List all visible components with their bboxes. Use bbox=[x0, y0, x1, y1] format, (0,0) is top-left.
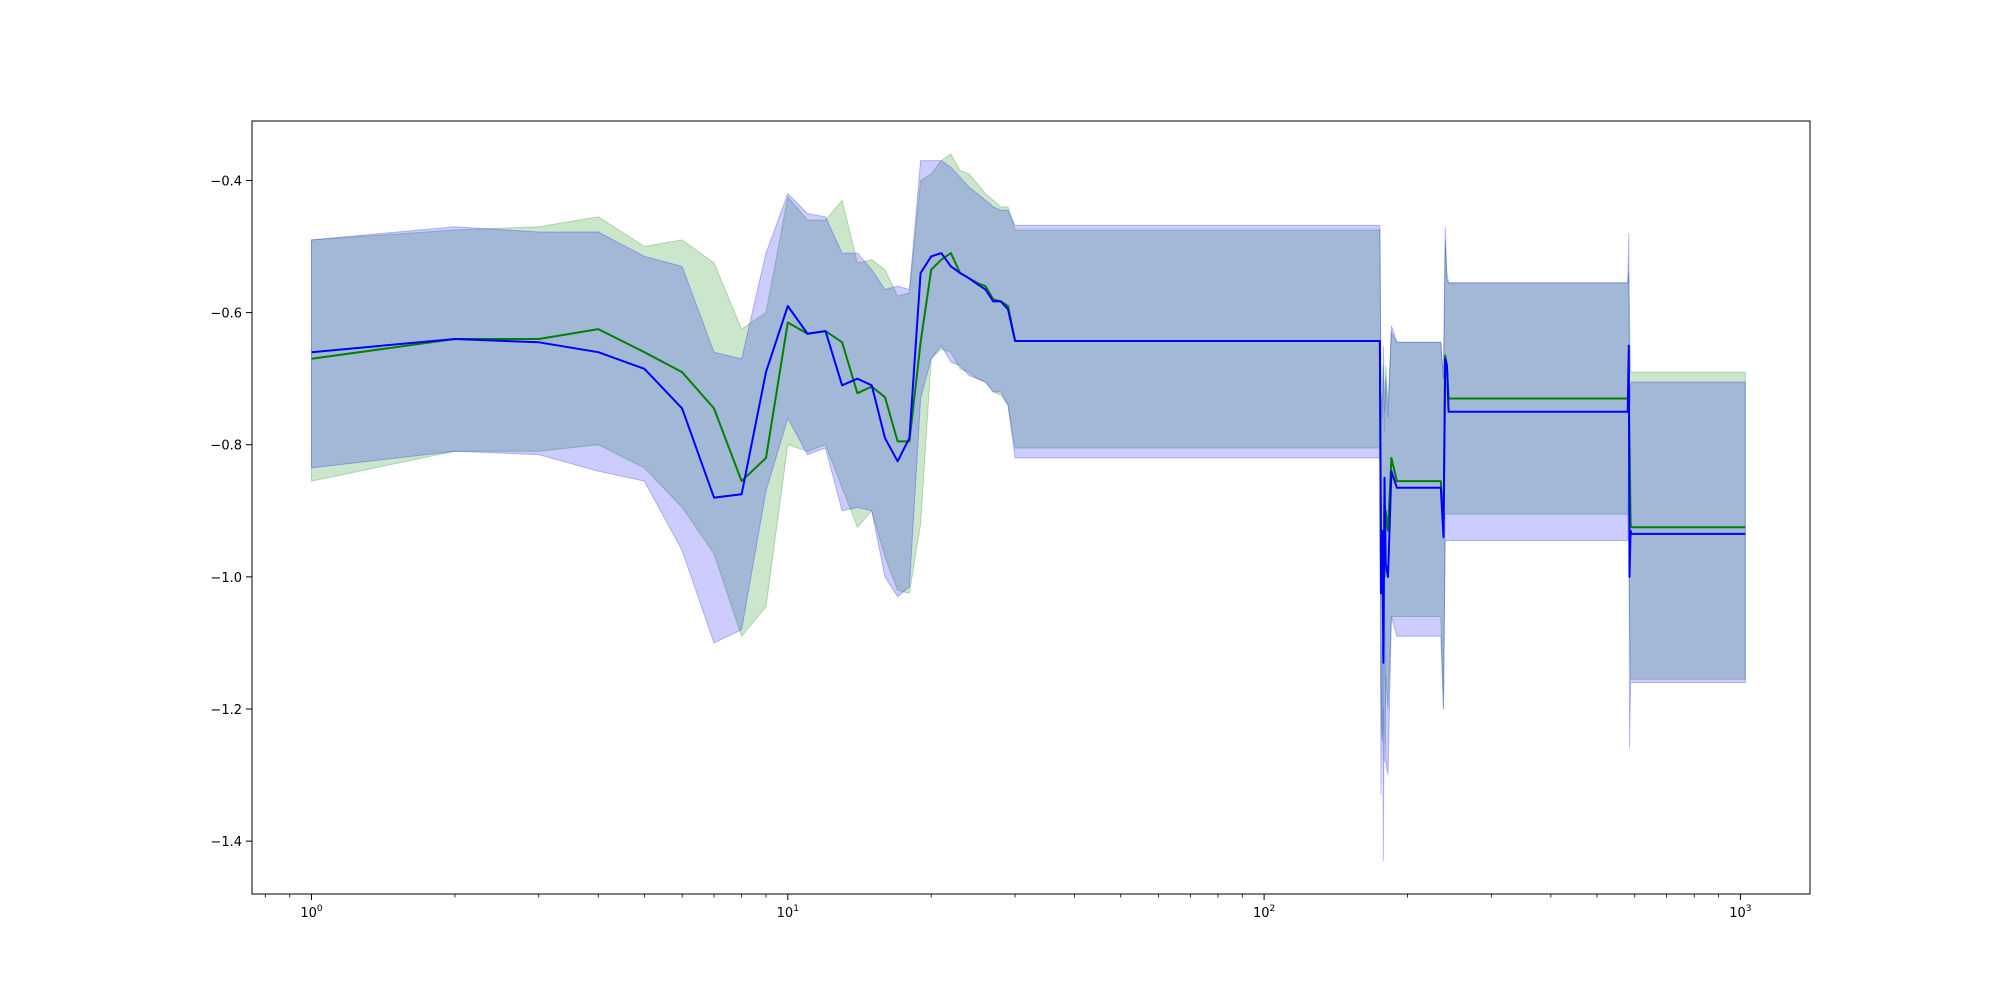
series-2-band bbox=[311, 160, 1746, 862]
y-tick-label: −0.4 bbox=[210, 174, 242, 189]
y-axis: −0.4 −0.6 −0.8 −1.0 −1.2 −1.4 bbox=[210, 174, 252, 850]
confidence-bands bbox=[311, 153, 1746, 862]
x-tick-label: 101 bbox=[777, 904, 799, 921]
y-tick-label: −1.4 bbox=[210, 835, 242, 850]
x-axis: 100 101 102 103 bbox=[264, 894, 1752, 921]
series-1-band bbox=[311, 153, 1746, 762]
x-tick-label: 103 bbox=[1729, 904, 1751, 921]
y-tick-label: −0.6 bbox=[210, 307, 242, 322]
x-tick-label: 100 bbox=[300, 904, 323, 921]
plot-frame bbox=[251, 120, 1811, 895]
x-tick-label: 102 bbox=[1253, 904, 1275, 921]
series-2-line bbox=[311, 252, 1746, 664]
y-tick-label: −1.2 bbox=[210, 703, 242, 718]
y-tick-label: −0.8 bbox=[210, 439, 242, 454]
series-lines bbox=[311, 252, 1746, 664]
y-tick-label: −1.0 bbox=[210, 571, 242, 586]
